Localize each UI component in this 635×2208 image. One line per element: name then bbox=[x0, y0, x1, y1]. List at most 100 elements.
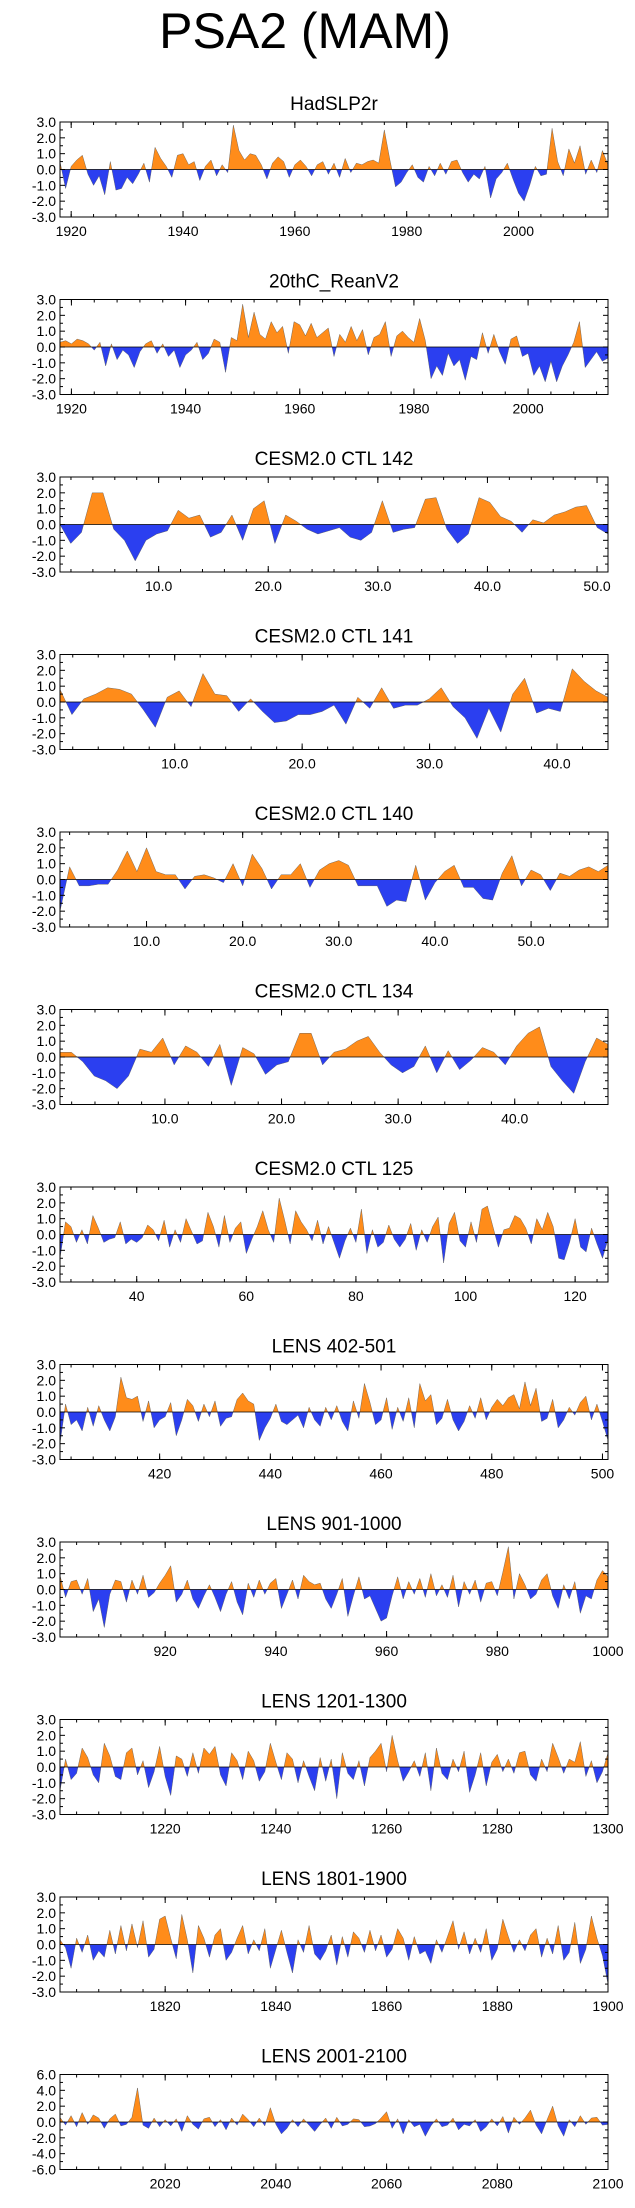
x-tick-label: 120 bbox=[563, 1288, 587, 1304]
y-tick-label: 0.0 bbox=[37, 1759, 57, 1775]
x-tick-label: 460 bbox=[369, 1466, 393, 1482]
y-tick-label: -1.0 bbox=[32, 1952, 56, 1968]
y-tick-label: -1.0 bbox=[32, 1597, 56, 1613]
negative-area bbox=[77, 1057, 588, 1094]
y-tick-label: 2.0 bbox=[37, 1195, 57, 1211]
y-tick-label: 3.0 bbox=[37, 292, 57, 308]
panel-title: CESM2.0 CTL 125 bbox=[255, 1159, 414, 1180]
y-tick-label: 2.0 bbox=[37, 485, 57, 501]
x-tick-label: 1920 bbox=[56, 223, 87, 239]
x-tick-label: 940 bbox=[264, 1643, 288, 1659]
x-tick-label: 10.0 bbox=[161, 756, 188, 772]
y-tick-label: 2.0 bbox=[37, 1550, 57, 1566]
y-tick-label: -1.0 bbox=[32, 177, 56, 193]
y-tick-label: 3.0 bbox=[37, 469, 57, 485]
y-tick-label: 1.0 bbox=[37, 1033, 57, 1049]
y-tick-label: -1.0 bbox=[32, 355, 56, 371]
panel-title: CESM2.0 CTL 140 bbox=[255, 804, 414, 825]
series-line bbox=[59, 1735, 609, 1799]
y-tick-label: 0.0 bbox=[37, 1937, 57, 1953]
x-tick-label: 50.0 bbox=[517, 933, 544, 949]
negative-area bbox=[60, 1412, 608, 1444]
y-tick-label: 0.0 bbox=[37, 2114, 57, 2130]
x-tick-label: 920 bbox=[153, 1643, 177, 1659]
x-tick-label: 20.0 bbox=[255, 578, 282, 594]
panel-title: 20thC_ReanV2 bbox=[269, 272, 399, 293]
panel-6: CESM2.0 CTL 125 3.02.01.00.0-1.0-2.0-3.0 4… bbox=[32, 1159, 609, 1304]
x-tick-label: 500 bbox=[591, 1466, 615, 1482]
positive-area bbox=[60, 304, 583, 347]
negative-area bbox=[60, 879, 557, 912]
x-tick-label: 40.0 bbox=[543, 756, 570, 772]
y-tick-label: -2.0 bbox=[32, 1081, 56, 1097]
y-tick-label: 3.0 bbox=[37, 647, 57, 663]
positive-area bbox=[60, 668, 608, 702]
x-tick-label: 2000 bbox=[513, 401, 544, 417]
y-tick-label: 1.0 bbox=[37, 1921, 57, 1937]
y-tick-label: 1.0 bbox=[37, 1566, 57, 1582]
x-tick-label: 2080 bbox=[482, 2176, 513, 2192]
series-line bbox=[59, 1198, 609, 1264]
y-tick-label: 1.0 bbox=[37, 678, 57, 694]
y-tick-label: -2.0 bbox=[32, 1968, 56, 1984]
series-line bbox=[59, 125, 609, 202]
y-tick-label: 2.0 bbox=[37, 307, 57, 323]
y-tick-label: -1.0 bbox=[32, 532, 56, 548]
y-tick-label: 2.0 bbox=[37, 2098, 57, 2114]
y-tick-label: 0.0 bbox=[37, 339, 57, 355]
y-tick-label: 3.0 bbox=[37, 1889, 57, 1905]
x-tick-label: 30.0 bbox=[416, 756, 443, 772]
y-tick-label: 2.0 bbox=[37, 1372, 57, 1388]
x-tick-label: 2100 bbox=[592, 2176, 623, 2192]
y-tick-label: -2.0 bbox=[32, 193, 56, 209]
panel-10: LENS 1801-1900 3.02.01.00.0-1.0-2.0-3.0 18… bbox=[32, 1869, 624, 2014]
y-tick-label: -1.0 bbox=[32, 887, 56, 903]
y-tick-label: -3.0 bbox=[32, 742, 56, 758]
x-tick-label: 10.0 bbox=[145, 578, 172, 594]
y-tick-label: -2.0 bbox=[32, 1258, 56, 1274]
y-tick-label: 2.0 bbox=[37, 130, 57, 146]
y-tick-label: -3.0 bbox=[32, 919, 56, 935]
series-line bbox=[60, 1026, 609, 1094]
panel-title: LENS 402-501 bbox=[272, 1337, 397, 1358]
y-tick-label: 2.0 bbox=[37, 662, 57, 678]
positive-area bbox=[60, 1546, 608, 1590]
y-tick-label: -4.0 bbox=[32, 2146, 56, 2162]
positive-area bbox=[83, 492, 596, 525]
y-tick-label: 0.0 bbox=[37, 1049, 57, 1065]
y-tick-label: 0.0 bbox=[37, 694, 57, 710]
panel-title: CESM2.0 CTL 134 bbox=[255, 982, 414, 1003]
y-tick-label: -1.0 bbox=[32, 1242, 56, 1258]
x-tick-label: 480 bbox=[480, 1466, 504, 1482]
x-tick-label: 10.0 bbox=[133, 933, 160, 949]
x-tick-label: 1900 bbox=[592, 1998, 623, 2014]
negative-area bbox=[60, 1234, 608, 1263]
y-tick-label: -2.0 bbox=[32, 726, 56, 742]
panel-title: LENS 2001-2100 bbox=[261, 2047, 407, 2068]
series-line bbox=[59, 492, 609, 562]
y-tick-label: 2.0 bbox=[37, 1905, 57, 1921]
x-tick-label: 440 bbox=[259, 1466, 283, 1482]
positive-area bbox=[60, 2087, 601, 2122]
x-tick-label: 1980 bbox=[398, 401, 429, 417]
x-tick-label: 30.0 bbox=[364, 578, 391, 594]
x-tick-label: 1880 bbox=[482, 1998, 513, 2014]
panel-title: CESM2.0 CTL 141 bbox=[255, 627, 414, 648]
x-tick-label: 1280 bbox=[482, 1821, 513, 1837]
x-tick-label: 20.0 bbox=[289, 756, 316, 772]
panel-7: LENS 402-501 3.02.01.00.0-1.0-2.0-3.0 420 4… bbox=[32, 1337, 614, 1482]
y-tick-label: 3.0 bbox=[37, 1002, 57, 1018]
y-tick-label: -2.0 bbox=[32, 2130, 56, 2146]
x-tick-label: 1960 bbox=[279, 223, 310, 239]
x-tick-label: 1980 bbox=[391, 223, 422, 239]
y-tick-label: -3.0 bbox=[32, 564, 56, 580]
panel-9: LENS 1201-1300 3.02.01.00.0-1.0-2.0-3.0 12… bbox=[32, 1692, 624, 1837]
y-tick-label: 3.0 bbox=[37, 1179, 57, 1195]
panel-title: LENS 1801-1900 bbox=[261, 1869, 407, 1890]
x-tick-label: 60 bbox=[239, 1288, 255, 1304]
series-line bbox=[59, 2087, 609, 2137]
x-tick-label: 30.0 bbox=[385, 1111, 412, 1127]
main-title: PSA2 (MAM) bbox=[159, 3, 451, 59]
y-tick-label: -1.0 bbox=[32, 1420, 56, 1436]
x-tick-label: 960 bbox=[375, 1643, 399, 1659]
